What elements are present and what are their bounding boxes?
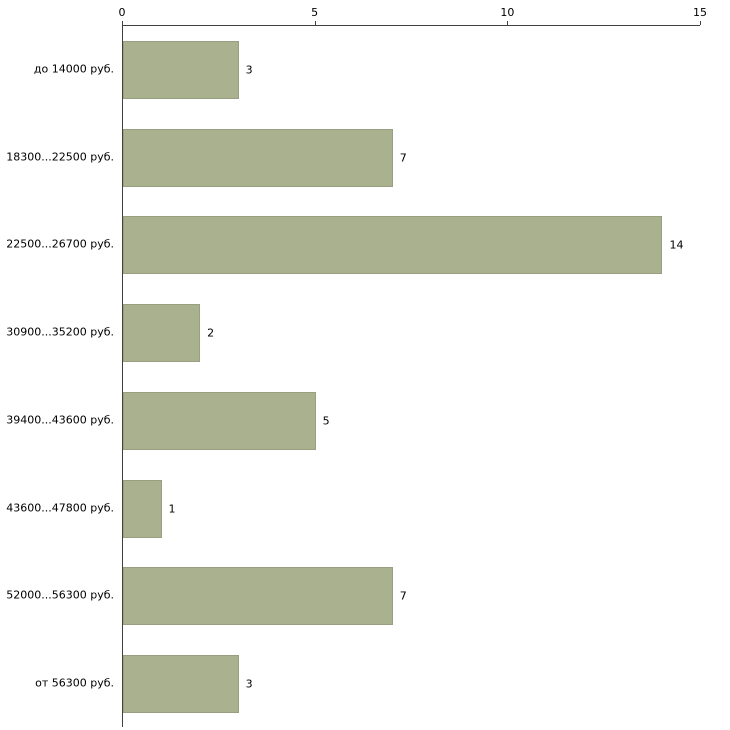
bar [123, 304, 201, 363]
bar-value-label: 14 [669, 238, 684, 252]
category-label: 22500...26700 руб. [6, 237, 114, 251]
x-tick-mark [700, 21, 701, 25]
x-tick-label: 0 [118, 6, 126, 19]
x-tick-label: 15 [693, 6, 707, 19]
x-tick-label: 10 [500, 6, 515, 19]
x-tick-mark [122, 21, 123, 25]
x-axis: 0 5 10 15 [0, 0, 730, 25]
bar [123, 567, 393, 626]
category-label: 18300...22500 руб. [6, 150, 114, 164]
category-label: от 56300 руб. [35, 676, 114, 690]
x-tick-mark [314, 21, 316, 25]
bar-value-label: 1 [168, 502, 176, 516]
bar [123, 479, 162, 538]
bar [123, 216, 663, 275]
bar [123, 40, 239, 99]
x-tick-label: 5 [311, 6, 319, 19]
category-label: 39400...43600 руб. [6, 413, 114, 427]
bar [123, 391, 316, 450]
bar-value-label: 5 [322, 414, 330, 428]
bar-value-label: 3 [245, 63, 253, 77]
category-label: до 14000 руб. [33, 62, 114, 76]
category-label: 30900...35200 руб. [6, 325, 114, 339]
bar-value-label: 7 [399, 151, 407, 165]
plot-area: 3 7 14 2 5 1 7 3 [122, 25, 700, 727]
category-label: 43600...47800 руб. [6, 501, 114, 515]
bar [123, 128, 393, 187]
bar-value-label: 3 [245, 677, 253, 691]
bar [123, 655, 239, 714]
category-labels: до 14000 руб. 18300...22500 руб. 22500...2… [0, 0, 118, 730]
category-label: 52000...56300 руб. [6, 588, 114, 602]
x-tick-mark [507, 21, 509, 25]
bar-value-label: 2 [207, 326, 215, 340]
bar-value-label: 7 [399, 589, 407, 603]
